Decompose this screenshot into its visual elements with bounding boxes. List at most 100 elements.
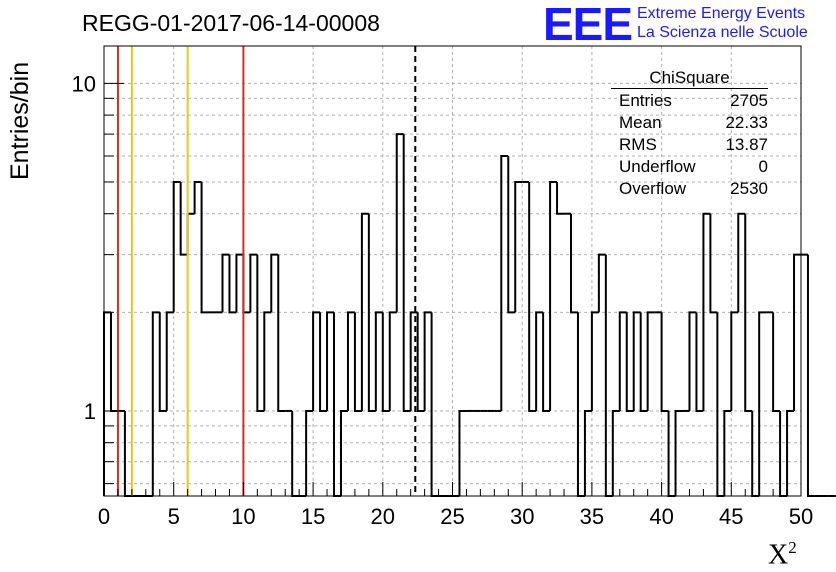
histogram-bin	[179, 181, 188, 256]
histogram-bin	[507, 156, 516, 314]
y-tick-label: 1	[84, 399, 96, 424]
eee-logo-icon: EEE	[543, 0, 633, 44]
histogram-bin	[709, 213, 718, 314]
histogram-bin	[716, 312, 725, 497]
histogram-bin	[514, 180, 523, 313]
histogram-bin	[569, 213, 578, 314]
histogram-bin	[611, 409, 620, 496]
histogram-bin	[395, 133, 404, 313]
histogram-bin	[549, 180, 558, 411]
x-tick-label: 40	[649, 504, 673, 529]
histogram-bin	[277, 254, 286, 412]
x-tick-label: 25	[440, 504, 464, 529]
histogram-bin	[737, 212, 746, 313]
histogram-bin	[660, 312, 669, 412]
x-tick-label: 0	[98, 504, 110, 529]
histogram-bin	[402, 134, 411, 412]
y-tick-label: 10	[72, 71, 96, 96]
stats-label: Mean	[619, 113, 662, 132]
plot-title: REGG-01-2017-06-14-00008	[82, 10, 380, 36]
stats-value: 13.87	[725, 135, 768, 154]
histogram-bin	[556, 181, 565, 215]
stats-row-underflow: Underflow 0	[611, 156, 774, 178]
stats-row-mean: Mean 22.33	[611, 112, 774, 134]
stats-box: ChiSquare Entries 2705 Mean 22.33 RMS 13.87…	[611, 68, 774, 200]
histogram-bin	[688, 311, 697, 411]
histogram-bin	[388, 311, 397, 411]
stats-value: 2705	[730, 91, 768, 110]
histogram-bin	[193, 180, 202, 214]
histogram-bin	[186, 212, 195, 255]
histogram-bin	[806, 254, 815, 497]
histogram-bin	[646, 311, 655, 411]
histogram-bin	[674, 409, 683, 496]
histogram-bin	[200, 181, 209, 314]
histogram-bin	[744, 213, 753, 412]
histogram-bin	[695, 312, 704, 412]
histogram-bin	[235, 253, 244, 313]
histogram-bin	[353, 312, 362, 412]
histogram-bin	[423, 311, 432, 411]
x-tick-label: 45	[719, 504, 743, 529]
logo-line-2: La Scienza nelle Scuole	[637, 24, 808, 41]
histogram-bin	[590, 311, 599, 411]
stats-label: Entries	[619, 91, 672, 110]
histogram-bin	[312, 311, 321, 411]
histogram-bin	[165, 311, 174, 411]
histogram-bin	[416, 312, 425, 412]
stats-row-entries: Entries 2705	[611, 90, 774, 112]
histogram-bin	[772, 312, 781, 412]
logo-text: Extreme Energy Events La Scienza nelle S…	[637, 4, 808, 42]
histogram-bin	[576, 312, 585, 497]
histogram-bin	[270, 253, 279, 313]
x-tick-label: 35	[580, 504, 604, 529]
histogram-bin	[535, 311, 544, 411]
histogram-bin	[333, 312, 341, 497]
x-tick-label: 5	[168, 504, 180, 529]
histogram-bin	[458, 409, 467, 496]
histogram-bin	[632, 311, 641, 411]
stats-label: RMS	[619, 135, 657, 154]
histogram-bin	[793, 253, 801, 411]
x-tick-label: 20	[371, 504, 395, 529]
histogram-bin	[228, 254, 237, 314]
histogram-bin	[430, 312, 439, 497]
x-axis-label-base: X	[768, 539, 789, 571]
x-tick-label: 50	[789, 504, 813, 529]
histogram-bin	[319, 312, 328, 412]
histogram-bin	[604, 254, 613, 497]
reference-lines	[116, 46, 417, 496]
x-tick-label: 15	[301, 504, 325, 529]
histogram-bin	[723, 409, 732, 496]
histogram-bin	[158, 312, 167, 412]
histogram-bin	[151, 311, 160, 496]
stats-row-rms: RMS 13.87	[611, 134, 774, 156]
histogram-bin	[758, 311, 767, 496]
histogram-bin	[528, 181, 537, 412]
logo-line-1: Extreme Energy Events	[637, 5, 806, 22]
histogram-bin	[542, 312, 551, 412]
histogram-bin	[639, 312, 648, 412]
histogram-bin	[367, 213, 376, 412]
histogram-bin	[242, 254, 251, 314]
histogram-bin	[374, 311, 383, 411]
x-tick-label: 30	[510, 504, 534, 529]
histogram-bin	[500, 155, 509, 411]
histogram-bin	[786, 409, 795, 496]
histogram-bin	[702, 212, 711, 411]
histogram-bin	[326, 311, 335, 411]
histogram-bin	[256, 254, 265, 412]
x-tick-label: 10	[231, 504, 255, 529]
histogram-bin	[381, 312, 390, 412]
histogram-bin	[221, 253, 230, 313]
stats-value: 22.33	[725, 113, 768, 132]
histogram-bin	[730, 311, 739, 411]
histogram-bin	[103, 311, 111, 496]
stats-value: 2530	[730, 179, 768, 198]
histogram-bin	[263, 311, 272, 411]
histogram-bin	[109, 312, 118, 412]
histogram-bin	[625, 312, 634, 412]
y-axis-label: Entries/bin	[6, 61, 34, 180]
